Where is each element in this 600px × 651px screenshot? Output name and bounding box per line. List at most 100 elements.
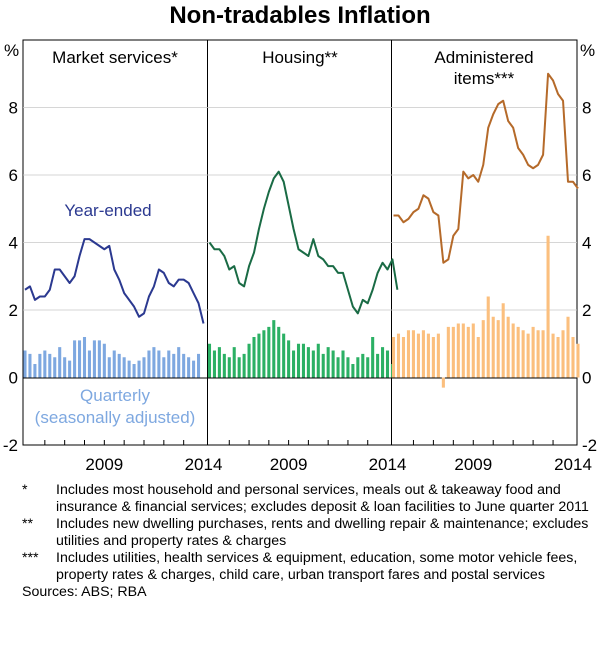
- quarterly-bar: [177, 347, 181, 378]
- quarterly-bar: [541, 330, 545, 378]
- y-tick-label-right: 2: [582, 301, 591, 320]
- quarterly-bar: [187, 357, 191, 378]
- quarterly-bar: [536, 330, 540, 378]
- quarterly-bar: [471, 323, 475, 378]
- quarterly-bar: [87, 350, 91, 378]
- quarterly-bar: [247, 343, 251, 378]
- footnote-3: *** Includes utilities, health services …: [22, 550, 592, 584]
- quarterly-bar: [321, 353, 325, 378]
- footnote-text: Includes most household and personal ser…: [56, 482, 589, 515]
- quarterly-bar: [112, 350, 116, 378]
- quarterly-bar: [466, 326, 470, 378]
- quarterly-bar: [476, 337, 480, 378]
- footnote-text: Includes new dwelling purchases, rents a…: [56, 516, 589, 549]
- quarterly-bar: [511, 323, 515, 378]
- y-tick-label-right: 6: [582, 166, 591, 185]
- quarterly-bar: [267, 326, 271, 378]
- footnotes: * Includes most household and personal s…: [22, 482, 592, 601]
- quarterly-bar: [576, 343, 580, 378]
- quarterly-bar: [401, 337, 406, 378]
- quarterly-bar: [137, 360, 141, 378]
- quarterly-bar: [157, 350, 161, 378]
- quarterly-bar: [486, 296, 490, 378]
- quarterly-bar: [127, 360, 131, 378]
- quarterly-bars: [23, 235, 580, 388]
- y-tick-label-right: 8: [582, 99, 591, 118]
- quarterly-bar: [23, 350, 27, 378]
- quarterly-bar: [391, 337, 396, 378]
- quarterly-bar: [501, 303, 505, 378]
- quarterly-bar: [451, 326, 455, 378]
- quarterly-bar: [306, 347, 310, 378]
- footnote-2: ** Includes new dwelling purchases, rent…: [22, 516, 592, 550]
- quarterly-bar: [257, 333, 261, 378]
- quarterly-bar: [182, 353, 186, 378]
- annotation-year-ended: Year-ended: [64, 201, 151, 220]
- quarterly-bar: [272, 320, 276, 378]
- quarterly-bar: [262, 330, 266, 378]
- quarterly-bar: [461, 323, 465, 378]
- annotation-quarterly: Quarterly: [80, 386, 150, 405]
- quarterly-bar: [381, 347, 385, 378]
- quarterly-bar: [301, 343, 305, 378]
- chart-title: Non-tradables Inflation: [169, 2, 430, 29]
- quarterly-bar: [426, 333, 430, 378]
- quarterly-bar: [351, 364, 355, 378]
- year-ended-line: [24, 238, 205, 324]
- quarterly-bar: [366, 357, 370, 378]
- y-axis-ticks: -2 -2 0 0 2 2 4 4 6 6 8 8: [3, 99, 597, 456]
- footnote-1: * Includes most household and personal s…: [22, 482, 592, 516]
- quarterly-bar: [207, 343, 212, 378]
- quarterly-bar: [117, 353, 121, 378]
- quarterly-bar: [516, 326, 520, 378]
- quarterly-bar: [561, 330, 565, 378]
- year-ended-line: [208, 170, 399, 315]
- quarterly-bar: [58, 347, 62, 378]
- annotation-seasonally-adjusted: (seasonally adjusted): [35, 408, 196, 427]
- quarterly-bar: [571, 337, 575, 378]
- sources: Sources: ABS; RBA: [22, 584, 592, 601]
- x-tick-label: 2009: [270, 455, 308, 474]
- quarterly-bar: [217, 347, 221, 378]
- quarterly-bar: [102, 343, 106, 378]
- quarterly-bar: [152, 347, 156, 378]
- quarterly-bar: [282, 333, 286, 378]
- x-tick-label: 2014: [554, 455, 592, 474]
- x-tick-label: 2014: [185, 455, 223, 474]
- quarterly-bar: [212, 350, 216, 378]
- quarterly-bar: [436, 333, 440, 378]
- quarterly-bar: [73, 340, 77, 378]
- quarterly-bar: [356, 357, 360, 378]
- quarterly-bar: [531, 326, 535, 378]
- footnote-text: Includes utilities, health services & eq…: [56, 550, 578, 583]
- quarterly-bar: [53, 357, 57, 378]
- y-tick-label-left: -2: [3, 436, 18, 455]
- footnote-mark: *: [22, 482, 28, 498]
- quarterly-bar: [546, 235, 550, 378]
- quarterly-bar: [506, 316, 510, 378]
- y-tick-label-right: 4: [582, 234, 591, 253]
- footnote-mark: **: [22, 516, 34, 532]
- quarterly-bar: [371, 337, 375, 378]
- quarterly-bar: [521, 330, 525, 378]
- quarterly-bar: [78, 340, 82, 378]
- quarterly-bar: [197, 353, 201, 378]
- y-unit-right: %: [580, 41, 595, 60]
- quarterly-bar: [227, 357, 231, 378]
- quarterly-bar: [192, 360, 196, 378]
- y-tick-label-left: 0: [9, 369, 18, 388]
- y-tick-label-left: 4: [9, 234, 18, 253]
- quarterly-bar: [28, 353, 32, 378]
- quarterly-bar: [496, 320, 500, 378]
- y-tick-label-right: -2: [582, 436, 597, 455]
- quarterly-bar: [446, 326, 450, 378]
- quarterly-bar: [331, 350, 335, 378]
- x-tick-label: 2014: [369, 455, 407, 474]
- year-ended-lines: [24, 72, 579, 324]
- quarterly-bar: [122, 357, 126, 378]
- quarterly-bar: [92, 340, 96, 378]
- quarterly-bar: [172, 353, 176, 378]
- quarterly-bar: [68, 360, 72, 378]
- chart: Non-tradables Inflation -2 -2 0 0 2 2 4 4 6 6 8 8 2…: [3, 2, 597, 474]
- quarterly-bar: [566, 316, 570, 378]
